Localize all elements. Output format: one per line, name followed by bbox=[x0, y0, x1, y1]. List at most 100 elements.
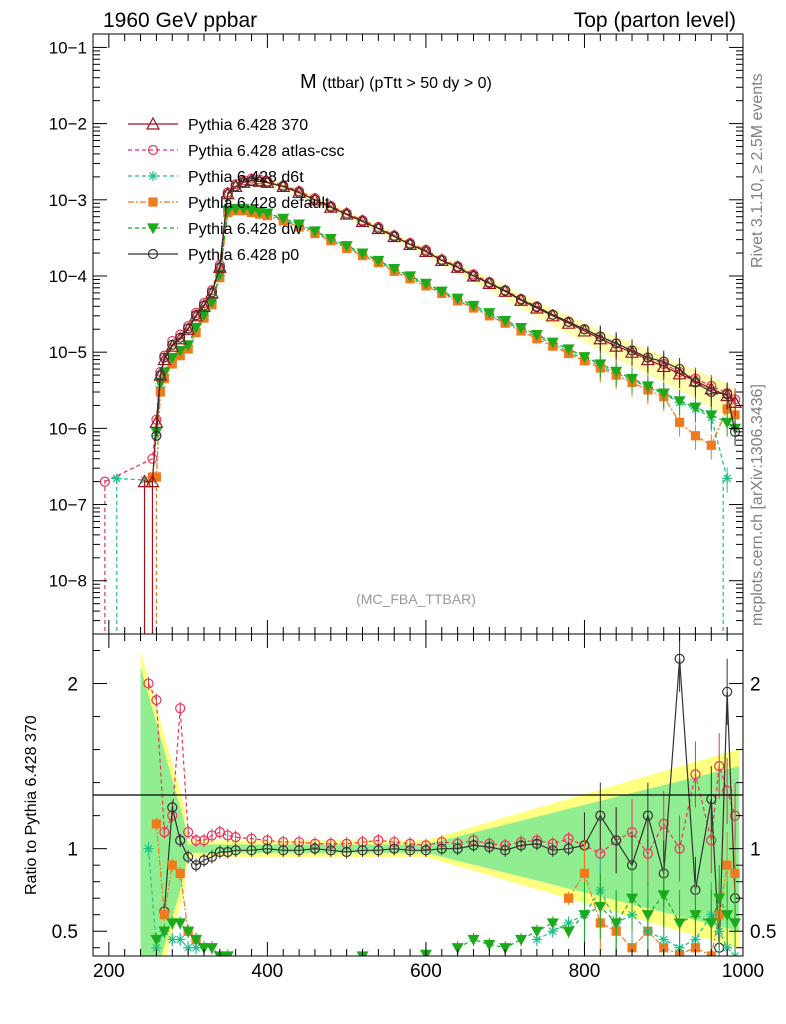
ratio-point bbox=[182, 926, 195, 938]
ratio-point bbox=[230, 832, 241, 843]
ratio-point bbox=[151, 819, 162, 829]
chart-title-main: M bbox=[300, 71, 317, 93]
data-point bbox=[468, 270, 479, 282]
ratio-point bbox=[563, 843, 574, 854]
data-point bbox=[373, 223, 384, 234]
ratio-point bbox=[562, 926, 575, 938]
legend-item-d6t: Pythia 6.428 d6t bbox=[128, 169, 304, 186]
ratio-point bbox=[174, 918, 187, 930]
ratio-point bbox=[205, 943, 218, 954]
ratio-point bbox=[167, 860, 177, 870]
data-point bbox=[204, 285, 219, 299]
data-point bbox=[451, 293, 464, 305]
data-point bbox=[435, 286, 448, 298]
ratio-point bbox=[722, 860, 732, 870]
data-point bbox=[221, 205, 234, 217]
ratio-point bbox=[713, 893, 726, 905]
data-point bbox=[498, 284, 513, 297]
data-point bbox=[245, 205, 258, 217]
ratio-point bbox=[611, 835, 622, 846]
data-point bbox=[190, 310, 202, 321]
data-point bbox=[728, 395, 743, 408]
ratio-point bbox=[564, 893, 574, 903]
series-line-dw bbox=[155, 207, 736, 432]
data-point bbox=[157, 352, 172, 366]
data-point bbox=[674, 363, 685, 375]
ratio-point bbox=[626, 893, 639, 905]
ratio-point bbox=[143, 843, 154, 854]
ratio-point bbox=[151, 694, 162, 706]
data-point bbox=[167, 339, 178, 350]
ratio-point bbox=[499, 943, 512, 954]
ratio-point bbox=[158, 926, 171, 938]
legend-label: Pythia 6.428 dw bbox=[188, 221, 302, 238]
data-point bbox=[214, 262, 225, 273]
series-line-p0 bbox=[155, 180, 736, 436]
legend-item-default: Pythia 6.428 default bbox=[128, 195, 330, 212]
data-point bbox=[183, 323, 194, 334]
ratio-point bbox=[175, 703, 186, 714]
ratio-series-dw bbox=[150, 861, 742, 956]
data-point bbox=[515, 323, 528, 334]
ratio-point bbox=[159, 827, 170, 838]
ratio-point bbox=[706, 835, 717, 846]
ratio-green-band bbox=[140, 667, 740, 956]
data-point bbox=[722, 473, 733, 484]
ratio-point bbox=[515, 840, 527, 851]
ratio-y-axis-label: Ratio to Pythia 6.428 370 bbox=[23, 715, 40, 895]
ratio-y-tick-label: 1 bbox=[67, 840, 78, 861]
data-point bbox=[482, 276, 497, 289]
ratio-point bbox=[730, 868, 740, 879]
ratio-point bbox=[722, 686, 733, 697]
ratio-point bbox=[595, 810, 606, 821]
data-point bbox=[325, 202, 336, 213]
legend-item-p0: Pythia 6.428 p0 bbox=[128, 247, 299, 264]
ratio-point bbox=[483, 939, 496, 951]
ratio-point bbox=[222, 830, 233, 841]
legend-item-p370: Pythia 6.428 370 bbox=[128, 116, 308, 134]
ratio-point bbox=[721, 910, 734, 921]
ratio-point bbox=[190, 860, 202, 871]
ratio-point bbox=[546, 918, 559, 930]
data-point bbox=[293, 219, 306, 231]
data-point bbox=[99, 476, 110, 487]
ratio-frame bbox=[92, 633, 744, 957]
data-point bbox=[529, 300, 544, 314]
data-point bbox=[151, 430, 162, 441]
x-tick-label: 600 bbox=[410, 961, 442, 982]
ratio-point bbox=[642, 848, 653, 859]
ratio-point bbox=[729, 918, 742, 930]
ratio-panel: 0.5 0.5 1 1 2 2 200 400 600 800 1000 Ratio to Pyth… bbox=[23, 633, 776, 982]
data-point bbox=[705, 410, 718, 422]
x-tick-label: 1000 bbox=[722, 961, 764, 982]
ratio-point bbox=[722, 942, 733, 953]
ratio-point bbox=[183, 851, 194, 863]
main-panel: 10−8 10−7 10−6 10−5 10−4 10−3 10−2 10−1 M (ttba… bbox=[49, 33, 744, 635]
data-point bbox=[467, 300, 480, 312]
x-tick-label: 800 bbox=[569, 961, 601, 982]
ratio-point bbox=[183, 827, 194, 838]
data-point bbox=[340, 241, 353, 252]
side-text-top: Rivet 3.1.10, ≥ 2.5M events bbox=[749, 73, 766, 268]
data-point bbox=[483, 308, 496, 319]
legend-label: Pythia 6.428 370 bbox=[188, 117, 308, 134]
ratio-point bbox=[705, 918, 718, 930]
ratio-point bbox=[610, 918, 623, 930]
data-point bbox=[222, 189, 233, 200]
ratio-point bbox=[657, 890, 670, 902]
y-tick-label: 10−7 bbox=[49, 496, 87, 515]
data-point bbox=[262, 177, 273, 188]
data-point bbox=[594, 359, 607, 371]
data-point bbox=[196, 299, 211, 312]
legend-item-atlas: Pythia 6.428 atlas-csc bbox=[128, 143, 345, 160]
ratio-y-tick-label-right: 2 bbox=[750, 675, 761, 696]
ratio-point bbox=[293, 845, 305, 856]
data-point bbox=[246, 175, 257, 186]
data-point bbox=[545, 308, 560, 322]
ratio-point bbox=[515, 934, 528, 946]
data-point bbox=[388, 264, 401, 275]
data-point bbox=[190, 323, 203, 334]
data-point bbox=[722, 389, 733, 400]
ratio-point bbox=[167, 934, 178, 945]
ratio-point bbox=[484, 841, 495, 853]
